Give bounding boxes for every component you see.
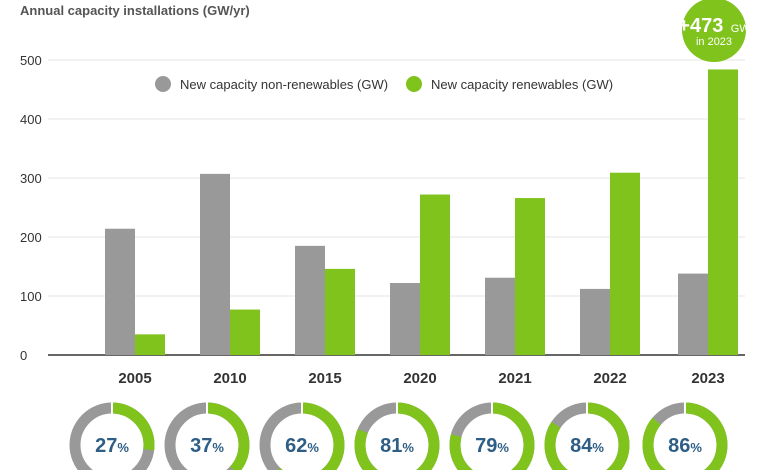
share-label: 27% [95,435,129,457]
legend: New capacity non-renewables (GW) New cap… [155,76,613,92]
grid [48,59,745,297]
share-value: 37 [190,435,212,457]
x-category-label: 2021 [498,370,531,387]
legend-label-non-renewables: New capacity non-renewables (GW) [180,77,388,92]
badge-main: +473 GW [678,15,750,37]
badge-subtext: in 2023 [696,36,732,48]
y-axis-ticks: 0 100 200 300 400 500 [20,53,42,363]
share-donut-2022: 84% [544,402,630,470]
share-percent-symbol: % [690,440,702,455]
bar-non-renewables-2023 [678,273,708,355]
share-donut-2015: 62% [259,402,345,470]
share-donut-2023: 86% [642,402,728,470]
x-category-label: 2015 [308,370,341,387]
bar-renewables-2005 [135,334,165,355]
share-value: 62 [285,435,307,457]
y-tick-label: 400 [20,112,42,127]
share-value: 79 [475,435,497,457]
bar-renewables-2023 [708,69,738,355]
share-label: 84% [570,435,604,457]
share-donut-2010: 37% [164,402,250,470]
share-donut-2020: 81% [354,402,440,470]
share-donut-2021: 79% [449,402,535,470]
share-value: 86 [668,435,690,457]
share-value: 81 [380,435,402,457]
share-label: 81% [380,435,414,457]
share-percent-symbol: % [402,440,414,455]
bar-non-renewables-2010 [200,173,230,355]
share-value: 84 [570,435,593,457]
x-category-label: 2022 [593,370,626,387]
share-percent-symbol: % [117,440,129,455]
share-label: 86% [668,435,702,457]
legend-label-renewables: New capacity renewables (GW) [431,77,613,92]
y-tick-label: 300 [20,171,42,186]
badge-unit: GW [731,23,751,35]
legend-marker-renewables [406,76,422,92]
badge-circle [682,0,746,62]
x-category-label: 2010 [213,370,246,387]
bar-non-renewables-2022 [580,288,610,355]
share-percent-symbol: % [307,440,319,455]
bar-non-renewables-2021 [485,277,515,355]
x-category-label: 2023 [691,370,724,387]
share-percent-symbol: % [212,440,224,455]
share-label: 37% [190,435,224,457]
bar-non-renewables-2020 [390,283,420,355]
bar-renewables-2020 [420,194,450,355]
share-value: 27 [95,435,117,457]
badge-value: +473 [678,15,723,37]
x-axis-categories: 2005 2010 2015 2020 2021 2022 2023 [118,370,724,387]
legend-marker-non-renewables [155,76,171,92]
share-percent-symbol: % [592,440,604,455]
chart-title: Annual capacity installations (GW/yr) [20,3,250,18]
y-tick-label: 500 [20,53,42,68]
y-tick-label: 200 [20,230,42,245]
y-tick-label: 100 [20,289,42,304]
share-donut-2005: 27% [69,402,155,470]
x-category-label: 2020 [403,370,436,387]
bars [105,69,738,355]
share-donuts: 27% 37% 62% 81% 79% 84% 86% [69,402,728,470]
share-percent-symbol: % [497,440,509,455]
share-label: 79% [475,435,509,457]
y-tick-label: 0 [20,348,27,363]
bar-renewables-2022 [610,172,640,355]
annotation-badge: +473 GW in 2023 [678,0,750,62]
x-category-label: 2005 [118,370,151,387]
share-label: 62% [285,435,319,457]
bar-non-renewables-2005 [105,228,135,355]
bar-renewables-2010 [230,309,260,355]
bar-renewables-2015 [325,268,355,355]
bar-renewables-2021 [515,198,545,355]
bar-non-renewables-2015 [295,245,325,355]
